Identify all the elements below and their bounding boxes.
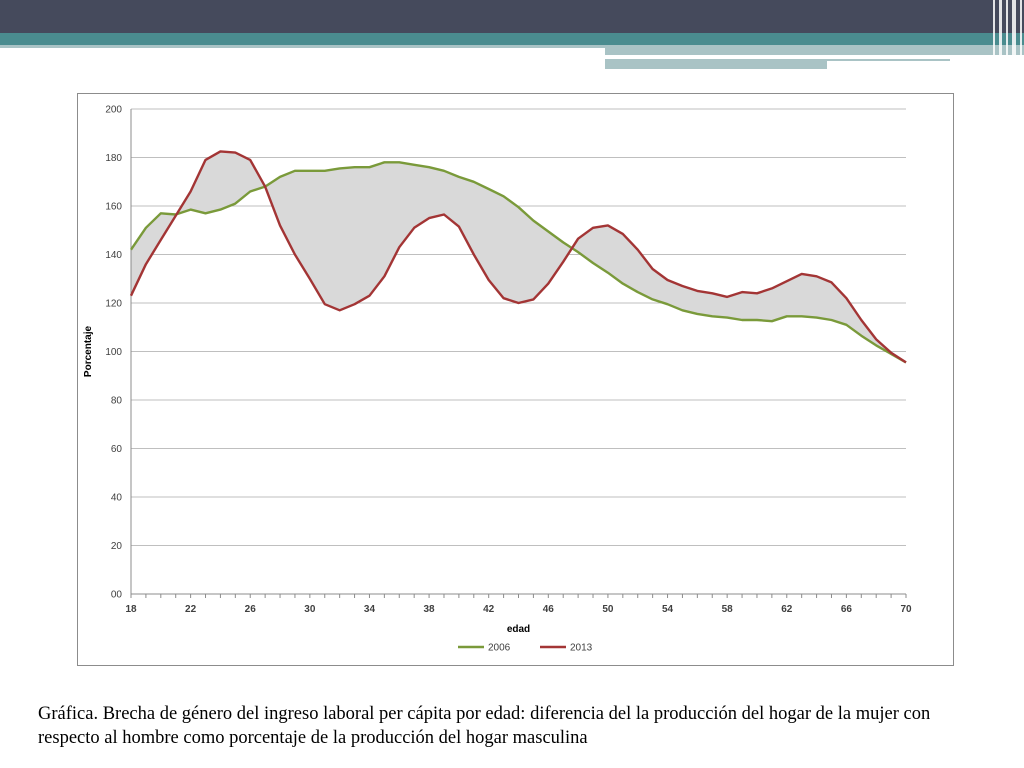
x-tick-label: 42 [483,604,495,615]
x-axis-title: edad [507,624,530,635]
chart-frame: 00 20 40 60 80 100 120 140 160 180 200 18 22 26 30 34 38… [77,93,954,666]
y-tick-label: 100 [105,347,122,358]
y-tick-label: 120 [105,299,122,310]
header-dark-band [0,0,1024,33]
y-tick-label: 00 [111,590,123,601]
y-axis-title: Porcentaje [83,325,94,377]
y-tick-label: 20 [111,541,123,552]
slide-header-bands [0,0,1024,69]
axes: 00 20 40 60 80 100 120 140 160 180 200 18 22 26 30 34 38… [105,105,912,616]
series-line-2013 [129,150,907,364]
x-tick-label: 30 [304,604,316,615]
header-light-band-right [605,45,1024,55]
header-thin-line [605,59,950,61]
x-tick-label: 38 [424,604,436,615]
figure-caption: Gráfica. Brecha de género del ingreso la… [38,704,931,748]
header-light-band-left [0,45,605,48]
x-tick-label: 50 [602,604,614,615]
axis-labels: edad Porcentaje [83,325,530,635]
series-lines [129,150,907,364]
y-tick-label: 160 [105,202,122,213]
header-white-gap [827,61,992,65]
y-tick-label: 60 [111,444,123,455]
x-tick-label: 58 [722,604,734,615]
gap-area [131,151,906,363]
y-tick-label: 80 [111,396,123,407]
header-thick-line [605,61,827,69]
x-tick-label: 22 [185,604,197,615]
x-tick-label: 34 [364,604,376,615]
y-tick-label: 200 [105,105,122,116]
x-tick-label: 18 [125,604,137,615]
header-vertical-stripes [993,0,1022,68]
y-tick-label: 140 [105,250,122,261]
legend: 2006 2013 [458,643,593,654]
line-chart: 00 20 40 60 80 100 120 140 160 180 200 18 22 26 30 34 38… [83,105,912,654]
x-tick-label: 54 [662,604,674,615]
y-tick-label: 180 [105,153,122,164]
x-tick-label: 62 [781,604,793,615]
x-tick-label: 46 [543,604,555,615]
series-line-2006 [130,161,907,364]
x-tick-label: 66 [841,604,853,615]
x-tick-label: 70 [900,604,912,615]
legend-label-2006: 2006 [488,643,511,654]
legend-label-2013: 2013 [570,643,593,654]
x-tick-label: 26 [245,604,257,615]
header-teal-band [0,33,1024,45]
y-tick-label: 40 [111,493,123,504]
